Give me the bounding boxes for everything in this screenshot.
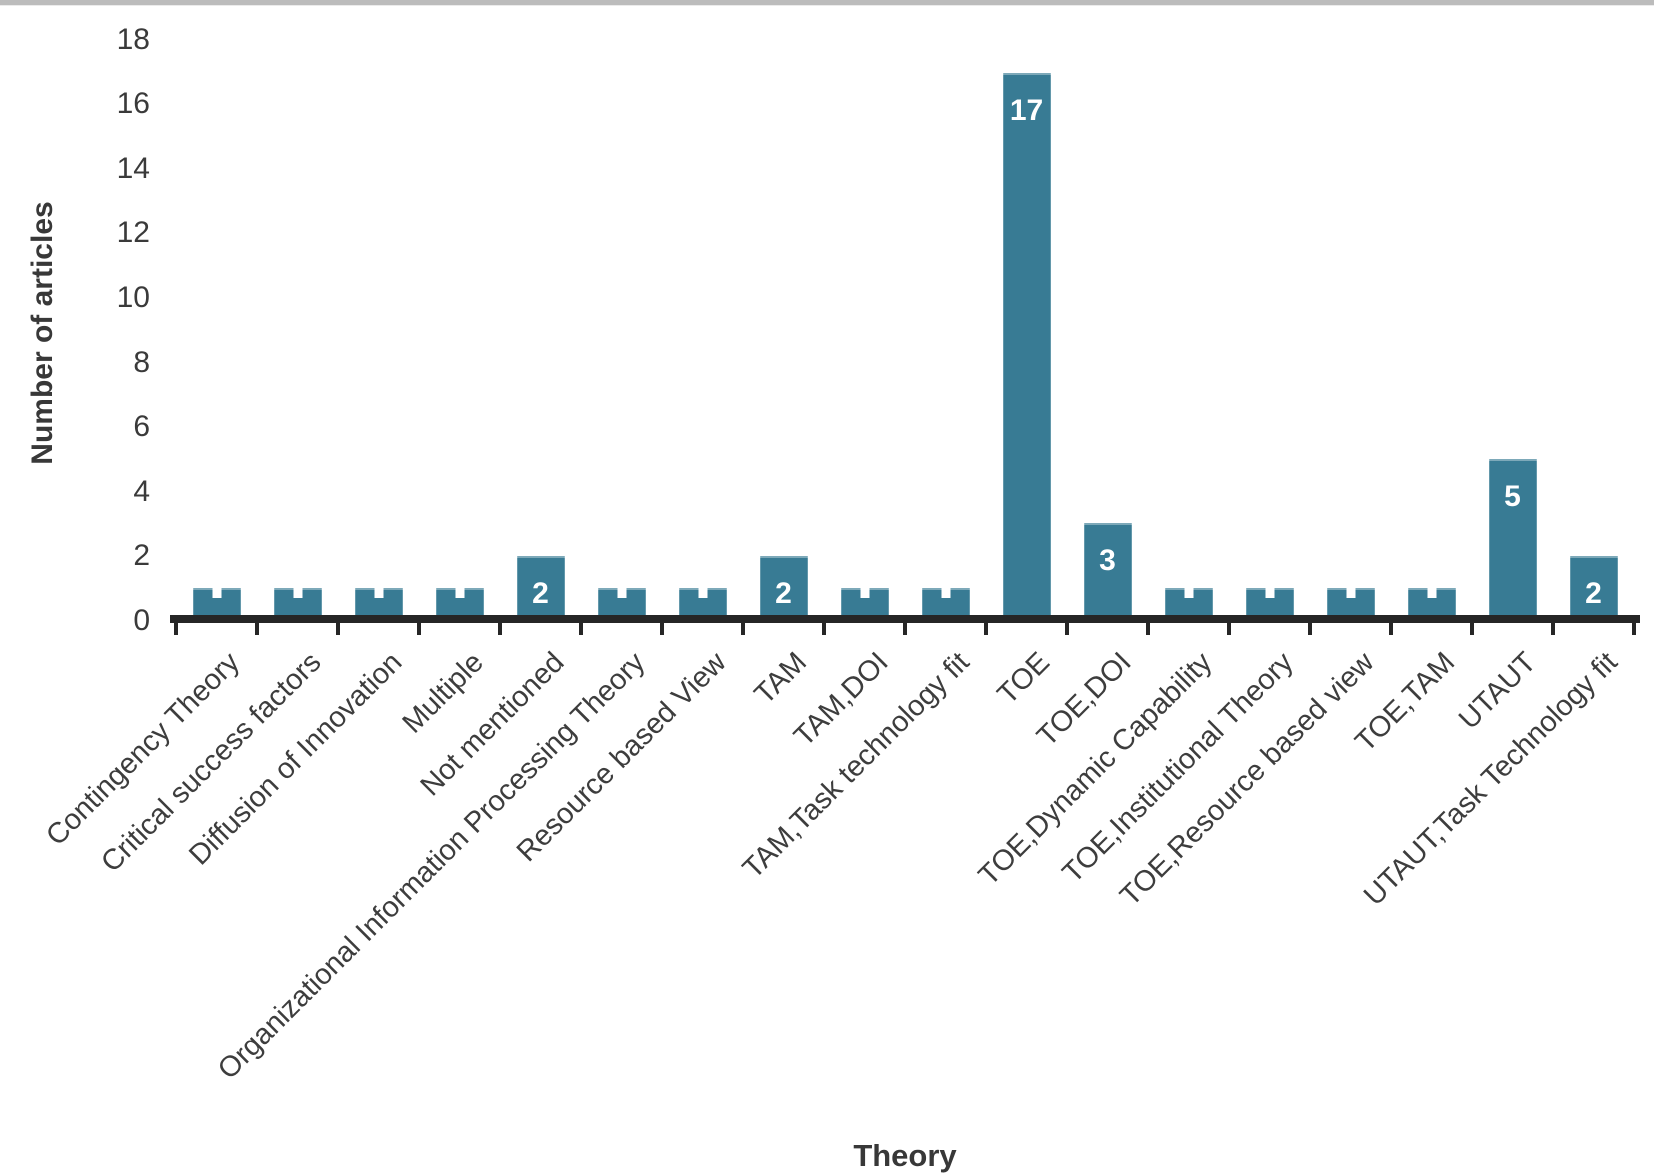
bar-toe-dynamic-capability <box>1164 588 1213 615</box>
x-axis-category-label: Not mentioned <box>414 646 571 803</box>
x-axis-tick <box>1389 623 1393 635</box>
y-axis-tick-label: 12 <box>116 216 150 250</box>
bar-value-label: 3 <box>1099 544 1116 577</box>
y-axis-tick-label: 18 <box>116 22 150 56</box>
bar-tam: 2 <box>759 556 808 615</box>
x-axis-tick <box>1146 623 1150 635</box>
x-axis-tick <box>1065 623 1069 635</box>
x-axis-tick <box>336 623 340 635</box>
y-axis-tick-label: 8 <box>133 345 150 379</box>
x-axis-tick <box>579 623 583 635</box>
bar-value-label-clipped <box>941 588 950 598</box>
x-axis-tick <box>822 623 826 635</box>
y-axis-tick-label: 0 <box>133 604 150 637</box>
y-axis-tick-label: 10 <box>116 281 150 314</box>
x-axis-tick <box>417 623 421 635</box>
y-axis-tick-label: 14 <box>116 151 150 185</box>
bar-not-mentioned: 2 <box>516 556 565 615</box>
bar-toe-institutional-theory <box>1245 588 1294 615</box>
bar-value-label-clipped <box>698 588 707 598</box>
bar-value-label-clipped <box>617 588 626 598</box>
bar-value-label-clipped <box>1346 588 1355 598</box>
bar-value-label-clipped <box>1265 588 1274 598</box>
x-axis-category-label: TAM <box>749 646 814 711</box>
bar-value-label: 17 <box>1009 94 1044 127</box>
bar-critical-success-factors <box>273 588 322 615</box>
bar-value-label-clipped <box>455 588 464 598</box>
bar-value-label-clipped <box>1427 588 1436 598</box>
bar-diffusion-of-innovation <box>354 588 403 615</box>
x-axis-tick <box>255 623 259 635</box>
bar-value-label: 2 <box>775 577 792 610</box>
x-axis-tick <box>498 623 502 635</box>
y-axis-tick-label: 6 <box>133 410 150 444</box>
x-axis-title: Theory <box>853 1138 957 1173</box>
bar-value-label-clipped <box>1184 588 1193 598</box>
bar-value-label: 2 <box>1585 577 1602 610</box>
x-axis-tick <box>1632 623 1636 635</box>
x-axis-line <box>170 615 1640 623</box>
bar-toe-tam <box>1407 588 1456 615</box>
bar-value-label-clipped <box>374 588 383 598</box>
x-axis-tick <box>1227 623 1231 635</box>
x-axis-tick <box>1308 623 1312 635</box>
bar-utaut-task-technology-fit: 2 <box>1569 556 1618 615</box>
x-axis-tick <box>174 623 178 635</box>
bar-toe: 17 <box>1002 73 1051 615</box>
x-axis-tick <box>903 623 907 635</box>
x-axis-tick <box>1551 623 1555 635</box>
bar-utaut: 5 <box>1488 459 1537 615</box>
bar-value-label-clipped <box>212 588 221 598</box>
bar-value-label: 2 <box>532 577 549 610</box>
bar-multiple <box>435 588 484 615</box>
x-axis-tick <box>741 623 745 635</box>
window-top-edge <box>0 0 1654 6</box>
bar-value-label-clipped <box>860 588 869 598</box>
bar-organizational-information-processing-theory <box>597 588 646 615</box>
y-axis-tick-label: 2 <box>133 539 150 573</box>
bar-resource-based-view <box>678 588 727 615</box>
x-axis-tick <box>984 623 988 635</box>
bar-toe-resource-based-view <box>1326 588 1375 615</box>
bar-toe-doi: 3 <box>1083 523 1132 615</box>
x-axis-category-label: TOE <box>992 646 1057 711</box>
bar-tam-doi <box>840 588 889 615</box>
x-axis-tick <box>1470 623 1474 635</box>
bar-value-label: 5 <box>1504 480 1521 513</box>
bar-tam-task-technology-fit <box>921 588 970 615</box>
y-axis-tick-label: 4 <box>133 474 150 508</box>
bar-value-label-clipped <box>293 588 302 598</box>
y-axis-tick-label: 16 <box>116 87 150 121</box>
bar-contingency-theory <box>192 588 241 615</box>
x-axis-tick <box>660 623 664 635</box>
